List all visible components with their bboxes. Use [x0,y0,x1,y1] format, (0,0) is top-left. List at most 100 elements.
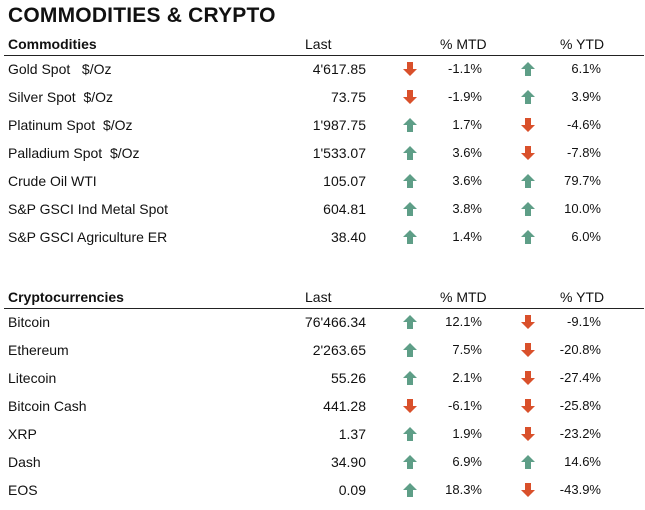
row-last: 4'617.85 [312,61,366,77]
row-name: S&P GSCI Agriculture ER [8,229,168,245]
arrow-down-icon [521,343,535,357]
arrow-down-icon [521,483,535,497]
arrow-up-icon [403,483,417,497]
row-ytd: -9.1% [567,314,601,329]
arrow-up-icon [521,62,535,76]
arrow-up-icon [403,146,417,160]
row-ytd: -7.8% [567,145,601,160]
arrow-down-icon [521,315,535,329]
row-ytd: -43.9% [559,482,601,497]
table-row: S&P GSCI Agriculture ER 38.40 1.4% 6.0% [0,223,645,251]
crypto-header: Cryptocurrencies Last % MTD % YTD [0,286,645,309]
arrow-up-icon [521,90,535,104]
row-mtd: -1.1% [448,61,482,76]
row-mtd: 18.3% [445,482,482,497]
table-row: Bitcoin Cash 441.28 -6.1% -25.8% [0,392,645,420]
row-last: 34.90 [330,454,366,470]
row-mtd: 1.7% [452,117,482,132]
table-row: Platinum Spot $/Oz 1'987.75 1.7% -4.6% [0,111,645,139]
arrow-up-icon [403,230,417,244]
row-ytd: 14.6% [564,454,601,469]
table-row: S&P GSCI Ind Metal Spot 604.81 3.8% 10.0% [0,195,645,223]
row-last: 76'466.34 [304,314,366,330]
arrow-up-icon [403,118,417,132]
arrow-down-icon [521,146,535,160]
row-name: XRP [8,426,37,442]
row-mtd: 3.6% [452,145,482,160]
row-name: Platinum Spot $/Oz [8,117,133,133]
row-name: Litecoin [8,370,57,386]
commodities-table: Commodities Last % MTD % YTD Gold Spot $… [0,33,645,251]
arrow-up-icon [403,427,417,441]
row-ytd: -20.8% [559,342,601,357]
arrow-up-icon [403,371,417,385]
row-mtd: 6.9% [452,454,482,469]
row-name: Silver Spot $/Oz [8,89,114,105]
row-name: Crude Oil WTI [8,173,97,189]
row-mtd: 1.9% [452,426,482,441]
table-row: Bitcoin 76'466.34 12.1% -9.1% [0,308,645,336]
row-mtd: 12.1% [445,314,482,329]
header-name: Cryptocurrencies [8,289,124,305]
arrow-up-icon [521,202,535,216]
row-ytd: 6.1% [571,61,601,76]
header-mtd: % MTD [440,289,487,305]
row-mtd: 3.6% [452,173,482,188]
row-ytd: 79.7% [564,173,601,188]
arrow-down-icon [521,118,535,132]
header-last: Last [305,289,332,305]
arrow-down-icon [403,399,417,413]
row-ytd: -25.8% [559,398,601,413]
row-last: 1'987.75 [312,117,366,133]
header-name: Commodities [8,36,97,52]
arrow-down-icon [403,90,417,104]
row-last: 105.07 [323,173,366,189]
header-divider [4,308,644,309]
row-ytd: 10.0% [564,201,601,216]
row-last: 0.09 [338,482,366,498]
table-row: Gold Spot $/Oz 4'617.85 -1.1% 6.1% [0,55,645,83]
header-ytd: % YTD [560,289,605,305]
row-last: 1'533.07 [312,145,366,161]
row-ytd: -4.6% [567,117,601,132]
row-last: 1.37 [338,426,366,442]
table-row: EOS 0.09 18.3% -43.9% [0,476,645,504]
page-title: COMMODITIES & CRYPTO [8,4,276,27]
arrow-down-icon [521,427,535,441]
row-last: 2'263.65 [312,342,366,358]
row-name: Dash [8,454,41,470]
row-mtd: -6.1% [448,398,482,413]
arrow-up-icon [403,202,417,216]
row-name: S&P GSCI Ind Metal Spot [8,201,169,217]
row-name: Bitcoin Cash [8,398,87,414]
header-last: Last [305,36,332,52]
header-mtd: % MTD [440,36,487,52]
arrow-up-icon [521,230,535,244]
row-name: Ethereum [8,342,69,358]
arrow-up-icon [521,455,535,469]
arrow-up-icon [521,174,535,188]
table-row: Ethereum 2'263.65 7.5% -20.8% [0,336,645,364]
row-mtd: -1.9% [448,89,482,104]
table-row: Crude Oil WTI 105.07 3.6% 79.7% [0,167,645,195]
row-last: 73.75 [330,89,366,105]
row-ytd: -27.4% [559,370,601,385]
row-mtd: 7.5% [452,342,482,357]
arrow-down-icon [521,399,535,413]
row-name: EOS [8,482,38,498]
row-name: Bitcoin [8,314,51,330]
arrow-up-icon [403,315,417,329]
row-ytd: 6.0% [571,229,601,244]
row-last: 604.81 [323,201,366,217]
arrow-down-icon [521,371,535,385]
row-mtd: 3.8% [452,201,482,216]
row-ytd: -23.2% [559,426,601,441]
header-ytd: % YTD [560,36,605,52]
row-mtd: 2.1% [452,370,482,385]
row-last: 55.26 [330,370,366,386]
table-row: Dash 34.90 6.9% 14.6% [0,448,645,476]
arrow-down-icon [403,62,417,76]
table-row: XRP 1.37 1.9% -23.2% [0,420,645,448]
row-last: 38.40 [330,229,366,245]
arrow-up-icon [403,174,417,188]
